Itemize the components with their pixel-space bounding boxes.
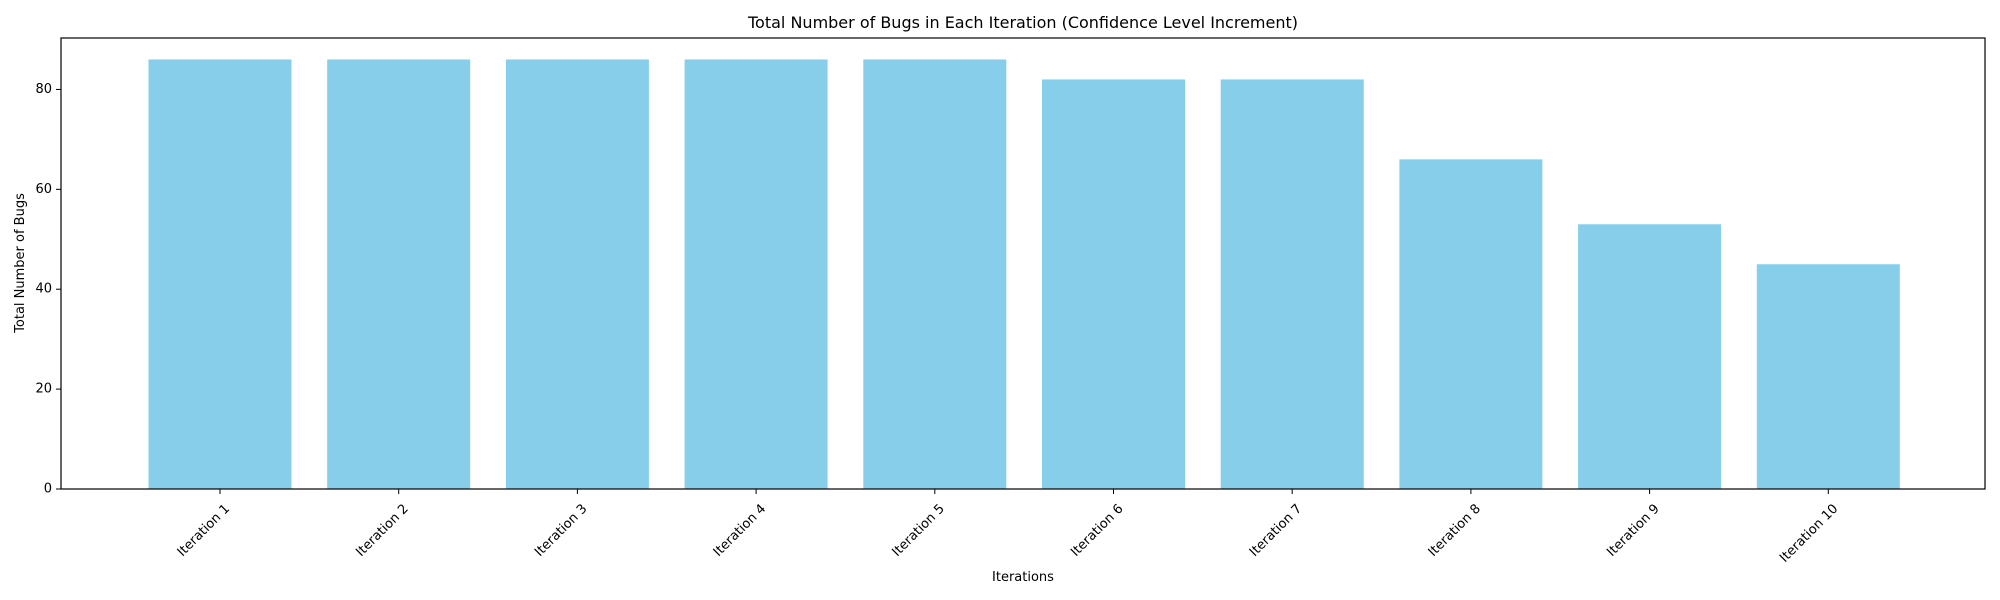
bar-7	[1220, 79, 1364, 489]
x-tick-label: Iteration 10	[1777, 501, 1841, 565]
y-axis-ticks: 0 20 40 60 80	[35, 82, 61, 497]
plot-area-frame	[60, 37, 1986, 490]
bar-1	[148, 59, 292, 489]
chart-title: Total Number of Bugs in Each Iteration (…	[747, 13, 1298, 32]
bar-4	[684, 59, 828, 489]
x-tick-label: Iteration 4	[711, 501, 769, 559]
y-tick-label: 40	[35, 282, 52, 297]
bar-10	[1756, 264, 1900, 489]
bar-6	[1042, 79, 1185, 489]
x-tick-label: Iteration 2	[353, 501, 411, 559]
y-tick-label: 60	[35, 182, 52, 197]
bars-layer	[148, 59, 1900, 490]
x-tick-label: Iteration 5	[889, 501, 947, 559]
bar-9	[1578, 224, 1722, 490]
x-tick-label: Iteration 3	[532, 501, 590, 559]
x-axis-label: Iterations	[992, 570, 1054, 585]
bar-5	[863, 59, 1007, 489]
x-tick-label: Iteration 1	[175, 501, 233, 559]
bar-3	[505, 59, 649, 489]
x-tick-label: Iteration 8	[1426, 501, 1484, 559]
y-axis-label: Total Number of Bugs	[13, 193, 28, 334]
bar-8	[1399, 159, 1543, 489]
bar-2	[327, 59, 471, 489]
y-tick-label: 0	[44, 482, 52, 497]
x-tick-label: Iteration 6	[1068, 501, 1126, 559]
x-tick-label: Iteration 7	[1247, 501, 1305, 559]
x-tick-label: Iteration 9	[1604, 501, 1662, 559]
y-tick-label: 80	[35, 82, 52, 97]
x-axis-ticks: Iteration 1 Iteration 2 Iteration 3 Iterati…	[175, 489, 1841, 566]
y-tick-label: 20	[35, 382, 52, 397]
